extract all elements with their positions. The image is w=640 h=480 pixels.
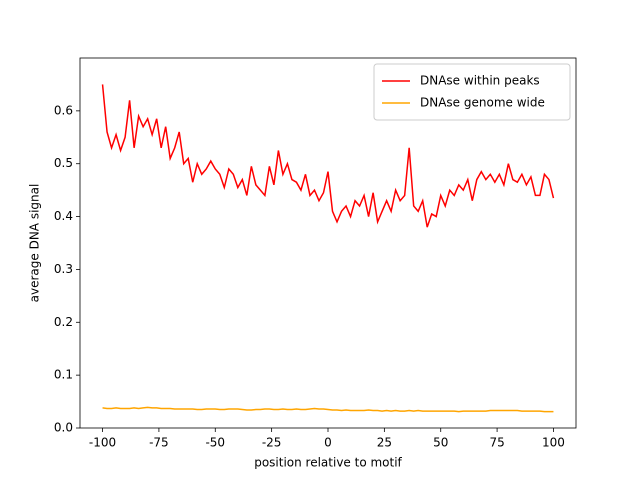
y-tick-label: 0.6 <box>54 103 73 117</box>
legend-label: DNAse within peaks <box>420 74 540 88</box>
data-line <box>102 406 554 413</box>
x-tick-label: 50 <box>433 436 448 450</box>
x-tick-label: 25 <box>377 436 392 450</box>
y-tick-label: 0.0 <box>54 421 73 435</box>
x-tick-label: 75 <box>489 436 504 450</box>
x-tick-label: -75 <box>149 436 169 450</box>
x-tick-label: -100 <box>89 436 116 450</box>
plot-frame <box>79 57 577 429</box>
y-tick-label: 0.5 <box>54 156 73 170</box>
y-tick-label: 0.3 <box>54 262 73 276</box>
y-axis-label: average DNA signal <box>28 184 42 303</box>
y-tick-label: 0.4 <box>54 209 73 223</box>
x-tick-label: 0 <box>324 436 332 450</box>
x-tick-label: 100 <box>542 436 565 450</box>
legend-box <box>373 63 571 121</box>
legend-label: DNAse genome wide <box>420 96 545 110</box>
x-tick-label: -25 <box>262 436 282 450</box>
y-tick-label: 0.1 <box>54 368 73 382</box>
y-tick-label: 0.2 <box>54 315 73 329</box>
data-line <box>101 84 555 228</box>
x-axis-label: position relative to motif <box>254 456 402 470</box>
x-tick-label: -50 <box>205 436 225 450</box>
